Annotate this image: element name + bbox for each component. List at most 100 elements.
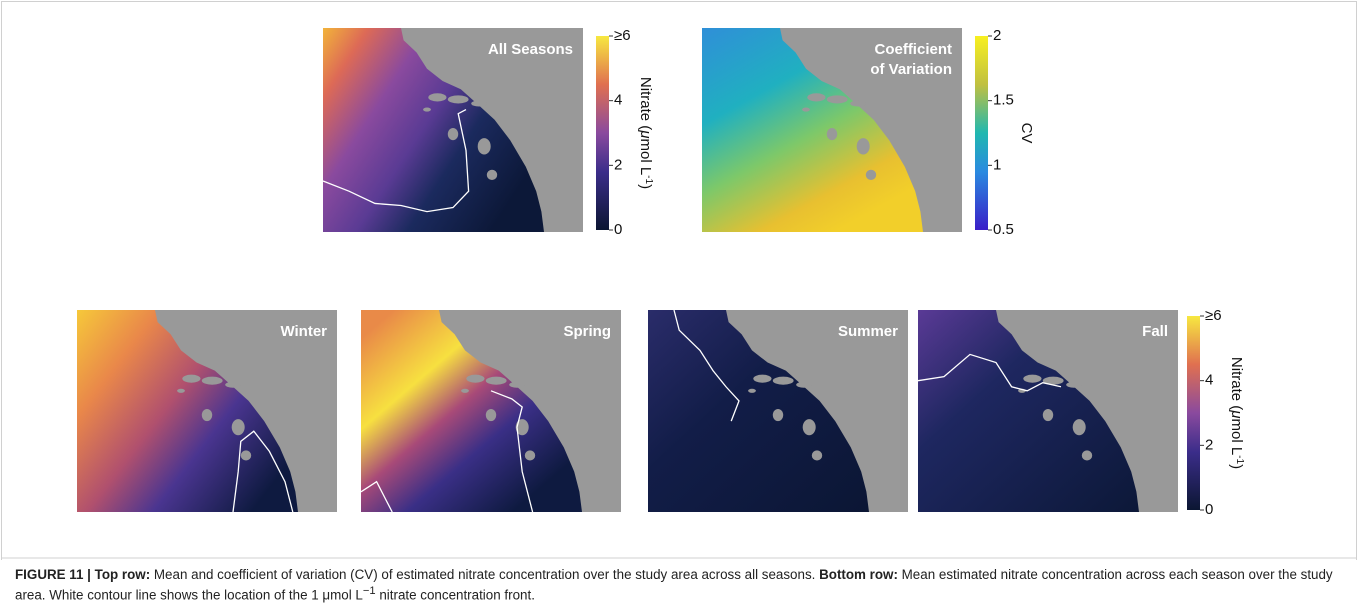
colorbar-label-part: Nitrate ( bbox=[637, 77, 654, 130]
island bbox=[447, 95, 469, 104]
ocean bbox=[323, 28, 544, 232]
caption-text: nitrate concentration front. bbox=[375, 587, 535, 603]
colorbar-label-part: mol L bbox=[1228, 418, 1245, 455]
island bbox=[1081, 450, 1093, 461]
caption-heading: Bottom row: bbox=[819, 567, 898, 582]
island bbox=[796, 381, 812, 388]
colorbar-tick-label: 2 bbox=[614, 156, 622, 173]
panel-label: of Variation bbox=[870, 61, 952, 78]
caption-text: Mean estimated nitrate concentration acr… bbox=[15, 567, 1333, 603]
colorbar-label-part: mol L bbox=[637, 138, 654, 175]
colorbar-tick-label: 4 bbox=[614, 92, 622, 109]
island bbox=[177, 388, 185, 393]
island bbox=[826, 95, 848, 104]
island bbox=[225, 381, 241, 388]
island bbox=[1072, 419, 1086, 436]
ocean bbox=[918, 310, 1139, 512]
island bbox=[826, 127, 838, 141]
caption-heading: Top row: bbox=[94, 567, 151, 582]
nitrate-front-contour bbox=[322, 109, 470, 213]
island bbox=[423, 107, 431, 112]
colorbar-tick-label: 2 bbox=[1205, 436, 1213, 453]
panel-label: Summer bbox=[838, 323, 898, 340]
colorbar bbox=[1187, 316, 1200, 510]
caption-text: Mean and coefficient of variation (CV) o… bbox=[150, 567, 820, 582]
island bbox=[486, 169, 498, 180]
nitrate-front-contour bbox=[490, 390, 534, 513]
panel-label: All Seasons bbox=[488, 41, 573, 58]
island bbox=[802, 419, 816, 436]
figure-frame bbox=[1, 1, 1357, 560]
colorbar-tick-label: 1.5 bbox=[993, 92, 1014, 109]
island bbox=[802, 107, 810, 112]
caption-exponent: −1 bbox=[362, 585, 376, 597]
island bbox=[748, 388, 756, 393]
island bbox=[509, 381, 525, 388]
colorbar-label-part: ) bbox=[637, 184, 654, 189]
island bbox=[856, 138, 870, 155]
nitrate-front-contour bbox=[360, 480, 393, 513]
colorbar-label: CV bbox=[1018, 123, 1035, 144]
island bbox=[428, 93, 447, 102]
island bbox=[182, 374, 201, 383]
panel-label: Coefficient bbox=[874, 41, 952, 58]
ocean bbox=[361, 310, 582, 512]
island bbox=[485, 408, 497, 422]
island bbox=[772, 376, 794, 385]
island bbox=[807, 93, 826, 102]
colorbar-label-part: μ bbox=[637, 129, 654, 138]
colorbar-label-part: -1 bbox=[644, 175, 655, 184]
island bbox=[231, 419, 245, 436]
island bbox=[201, 408, 213, 422]
island bbox=[201, 376, 223, 385]
colorbar-label: Nitrate (μmol L-1) bbox=[637, 77, 655, 189]
colorbar-tick-label: 0 bbox=[1205, 501, 1213, 518]
colorbar-tick-label: 0 bbox=[614, 221, 622, 238]
island bbox=[1066, 381, 1082, 388]
island bbox=[240, 450, 252, 461]
colorbar-label-part: μ bbox=[1228, 409, 1245, 418]
colorbar-tick-label: 4 bbox=[1205, 372, 1213, 389]
nitrate-front-contour bbox=[673, 309, 740, 422]
panel-label: Fall bbox=[1142, 323, 1168, 340]
colorbar-tick-label: ≥6 bbox=[1205, 307, 1222, 324]
island bbox=[850, 100, 866, 107]
island bbox=[1042, 408, 1054, 422]
colorbar-tick-label: 1 bbox=[993, 156, 1001, 173]
island bbox=[461, 388, 469, 393]
island bbox=[471, 100, 487, 107]
caption-label: FIGURE 11 | bbox=[15, 567, 95, 582]
island bbox=[524, 450, 536, 461]
colorbar-tick-label: 2 bbox=[993, 27, 1001, 44]
island bbox=[515, 419, 529, 436]
colorbar-label-part: ) bbox=[1228, 464, 1245, 469]
figure-graphics: All Seasons Coefficient of Variation Winter… bbox=[1, 1, 1357, 560]
colorbar bbox=[975, 36, 988, 230]
island bbox=[485, 376, 507, 385]
colorbar bbox=[596, 36, 609, 230]
nitrate-front-contour bbox=[232, 430, 294, 513]
island bbox=[466, 374, 485, 383]
nitrate-front-contour bbox=[917, 353, 1062, 392]
island bbox=[811, 450, 823, 461]
ocean bbox=[648, 310, 869, 512]
island bbox=[753, 374, 772, 383]
island bbox=[865, 169, 877, 180]
island bbox=[1023, 374, 1042, 383]
colorbar-label-part: -1 bbox=[1235, 455, 1246, 464]
island bbox=[1042, 376, 1064, 385]
colorbar-label-part: CV bbox=[1018, 123, 1035, 144]
ocean bbox=[702, 28, 923, 232]
island bbox=[772, 408, 784, 422]
colorbar-tick-label: ≥6 bbox=[614, 27, 631, 44]
island bbox=[447, 127, 459, 141]
colorbar-label-part: Nitrate ( bbox=[1228, 357, 1245, 410]
ocean bbox=[77, 310, 298, 512]
panel-label: Spring bbox=[564, 323, 612, 340]
colorbar-label: Nitrate (μmol L-1) bbox=[1228, 357, 1246, 469]
panel-label: Winter bbox=[280, 323, 327, 340]
caption: FIGURE 11 | Top row: Mean and coefficien… bbox=[15, 566, 1345, 603]
island bbox=[477, 138, 491, 155]
colorbar-tick-label: 0.5 bbox=[993, 221, 1014, 238]
